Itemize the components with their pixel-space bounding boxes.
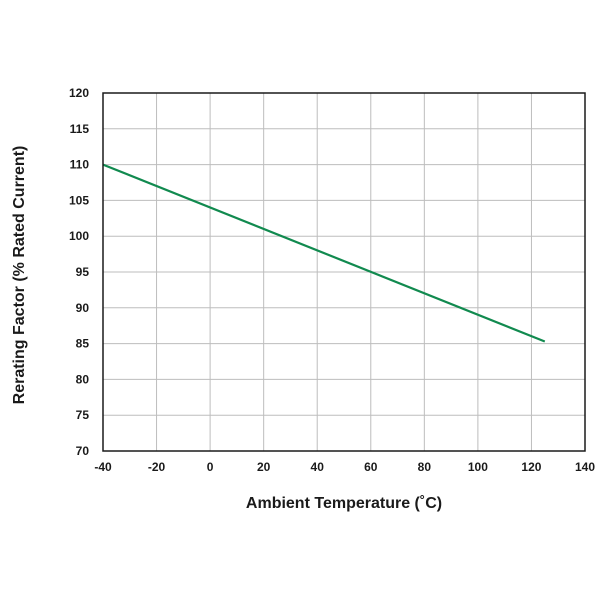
- x-tick-labels: -40 -20 0 20 40 60 80 100 120 140: [94, 460, 595, 474]
- y-tick-label: 105: [69, 193, 89, 207]
- y-tick-label: 90: [76, 301, 90, 315]
- y-tick-label: 85: [76, 337, 90, 351]
- y-tick-labels: 70 75 80 85 90 95 100 105 110 115 120: [69, 86, 89, 458]
- derating-curve: [102, 163, 546, 343]
- x-tick-label: -40: [94, 460, 112, 474]
- y-tick-label: 100: [69, 229, 89, 243]
- y-tick-label: 70: [76, 444, 90, 458]
- y-axis-title: Rerating Factor (% Rated Current): [11, 146, 28, 405]
- x-tick-label: 40: [311, 460, 325, 474]
- x-tick-label: 100: [468, 460, 488, 474]
- x-tick-label: -20: [148, 460, 166, 474]
- y-tick-label: 75: [76, 408, 90, 422]
- x-tick-label: 20: [257, 460, 271, 474]
- series-layer: [102, 163, 546, 343]
- x-tick-label: 80: [418, 460, 432, 474]
- y-tick-label: 120: [69, 86, 89, 100]
- grid-lines: [103, 93, 585, 451]
- y-tick-label: 95: [76, 265, 90, 279]
- x-axis-title: Ambient Temperature (˚C): [246, 495, 442, 512]
- x-tick-label: 0: [207, 460, 214, 474]
- plot-frame: [102, 92, 586, 452]
- y-tick-label: 115: [70, 122, 90, 136]
- x-tick-label: 120: [521, 460, 541, 474]
- x-tick-label: 60: [364, 460, 378, 474]
- x-tick-label: 140: [575, 460, 595, 474]
- y-tick-label: 80: [76, 372, 90, 386]
- y-tick-label: 110: [70, 158, 90, 172]
